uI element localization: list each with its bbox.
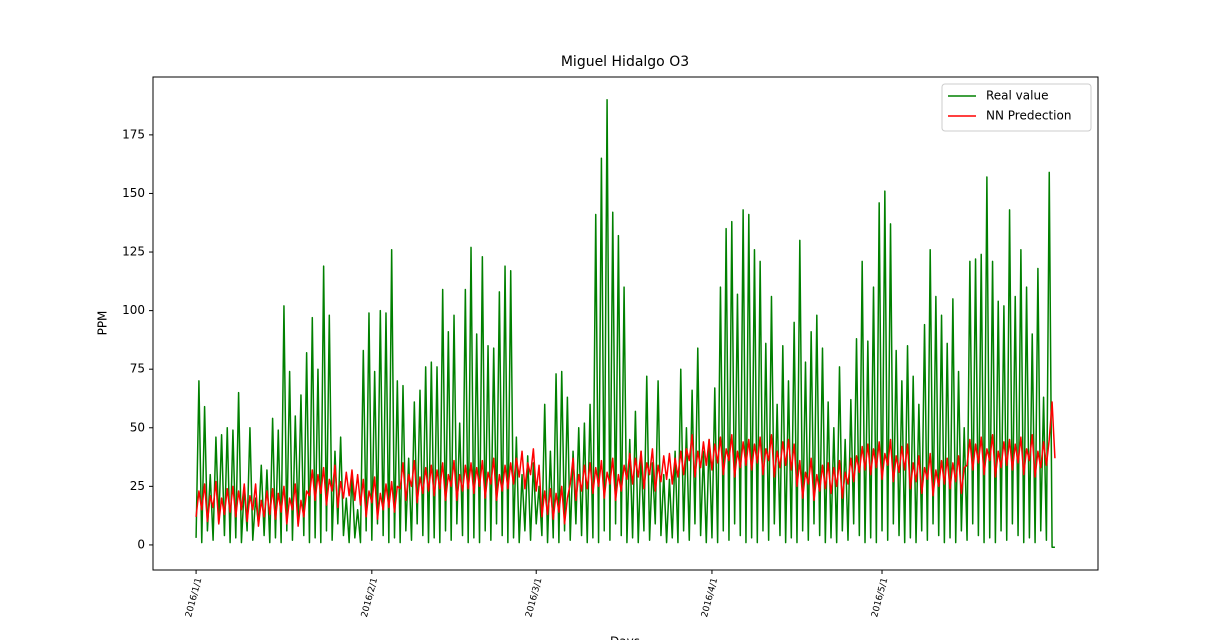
chart-title: Miguel Hidalgo O3 xyxy=(561,54,689,70)
y-tick-label: 0 xyxy=(137,537,145,551)
x-axis-label: Days xyxy=(610,635,640,640)
legend-label: NN Predection xyxy=(986,109,1071,123)
y-tick-label: 125 xyxy=(122,245,145,259)
legend-label: Real value xyxy=(986,89,1048,103)
y-axis-label: PPM xyxy=(96,311,110,336)
y-tick-label: 75 xyxy=(130,362,145,376)
y-tick-label: 100 xyxy=(122,303,145,317)
y-tick-label: 175 xyxy=(122,127,145,141)
y-tick-label: 150 xyxy=(122,186,145,200)
data-line xyxy=(195,98,1055,549)
legend-box xyxy=(941,83,1092,132)
data-line xyxy=(195,401,1056,527)
plot-frame xyxy=(152,76,1099,571)
y-tick-label: 25 xyxy=(130,479,145,493)
y-tick-label: 50 xyxy=(130,420,145,434)
